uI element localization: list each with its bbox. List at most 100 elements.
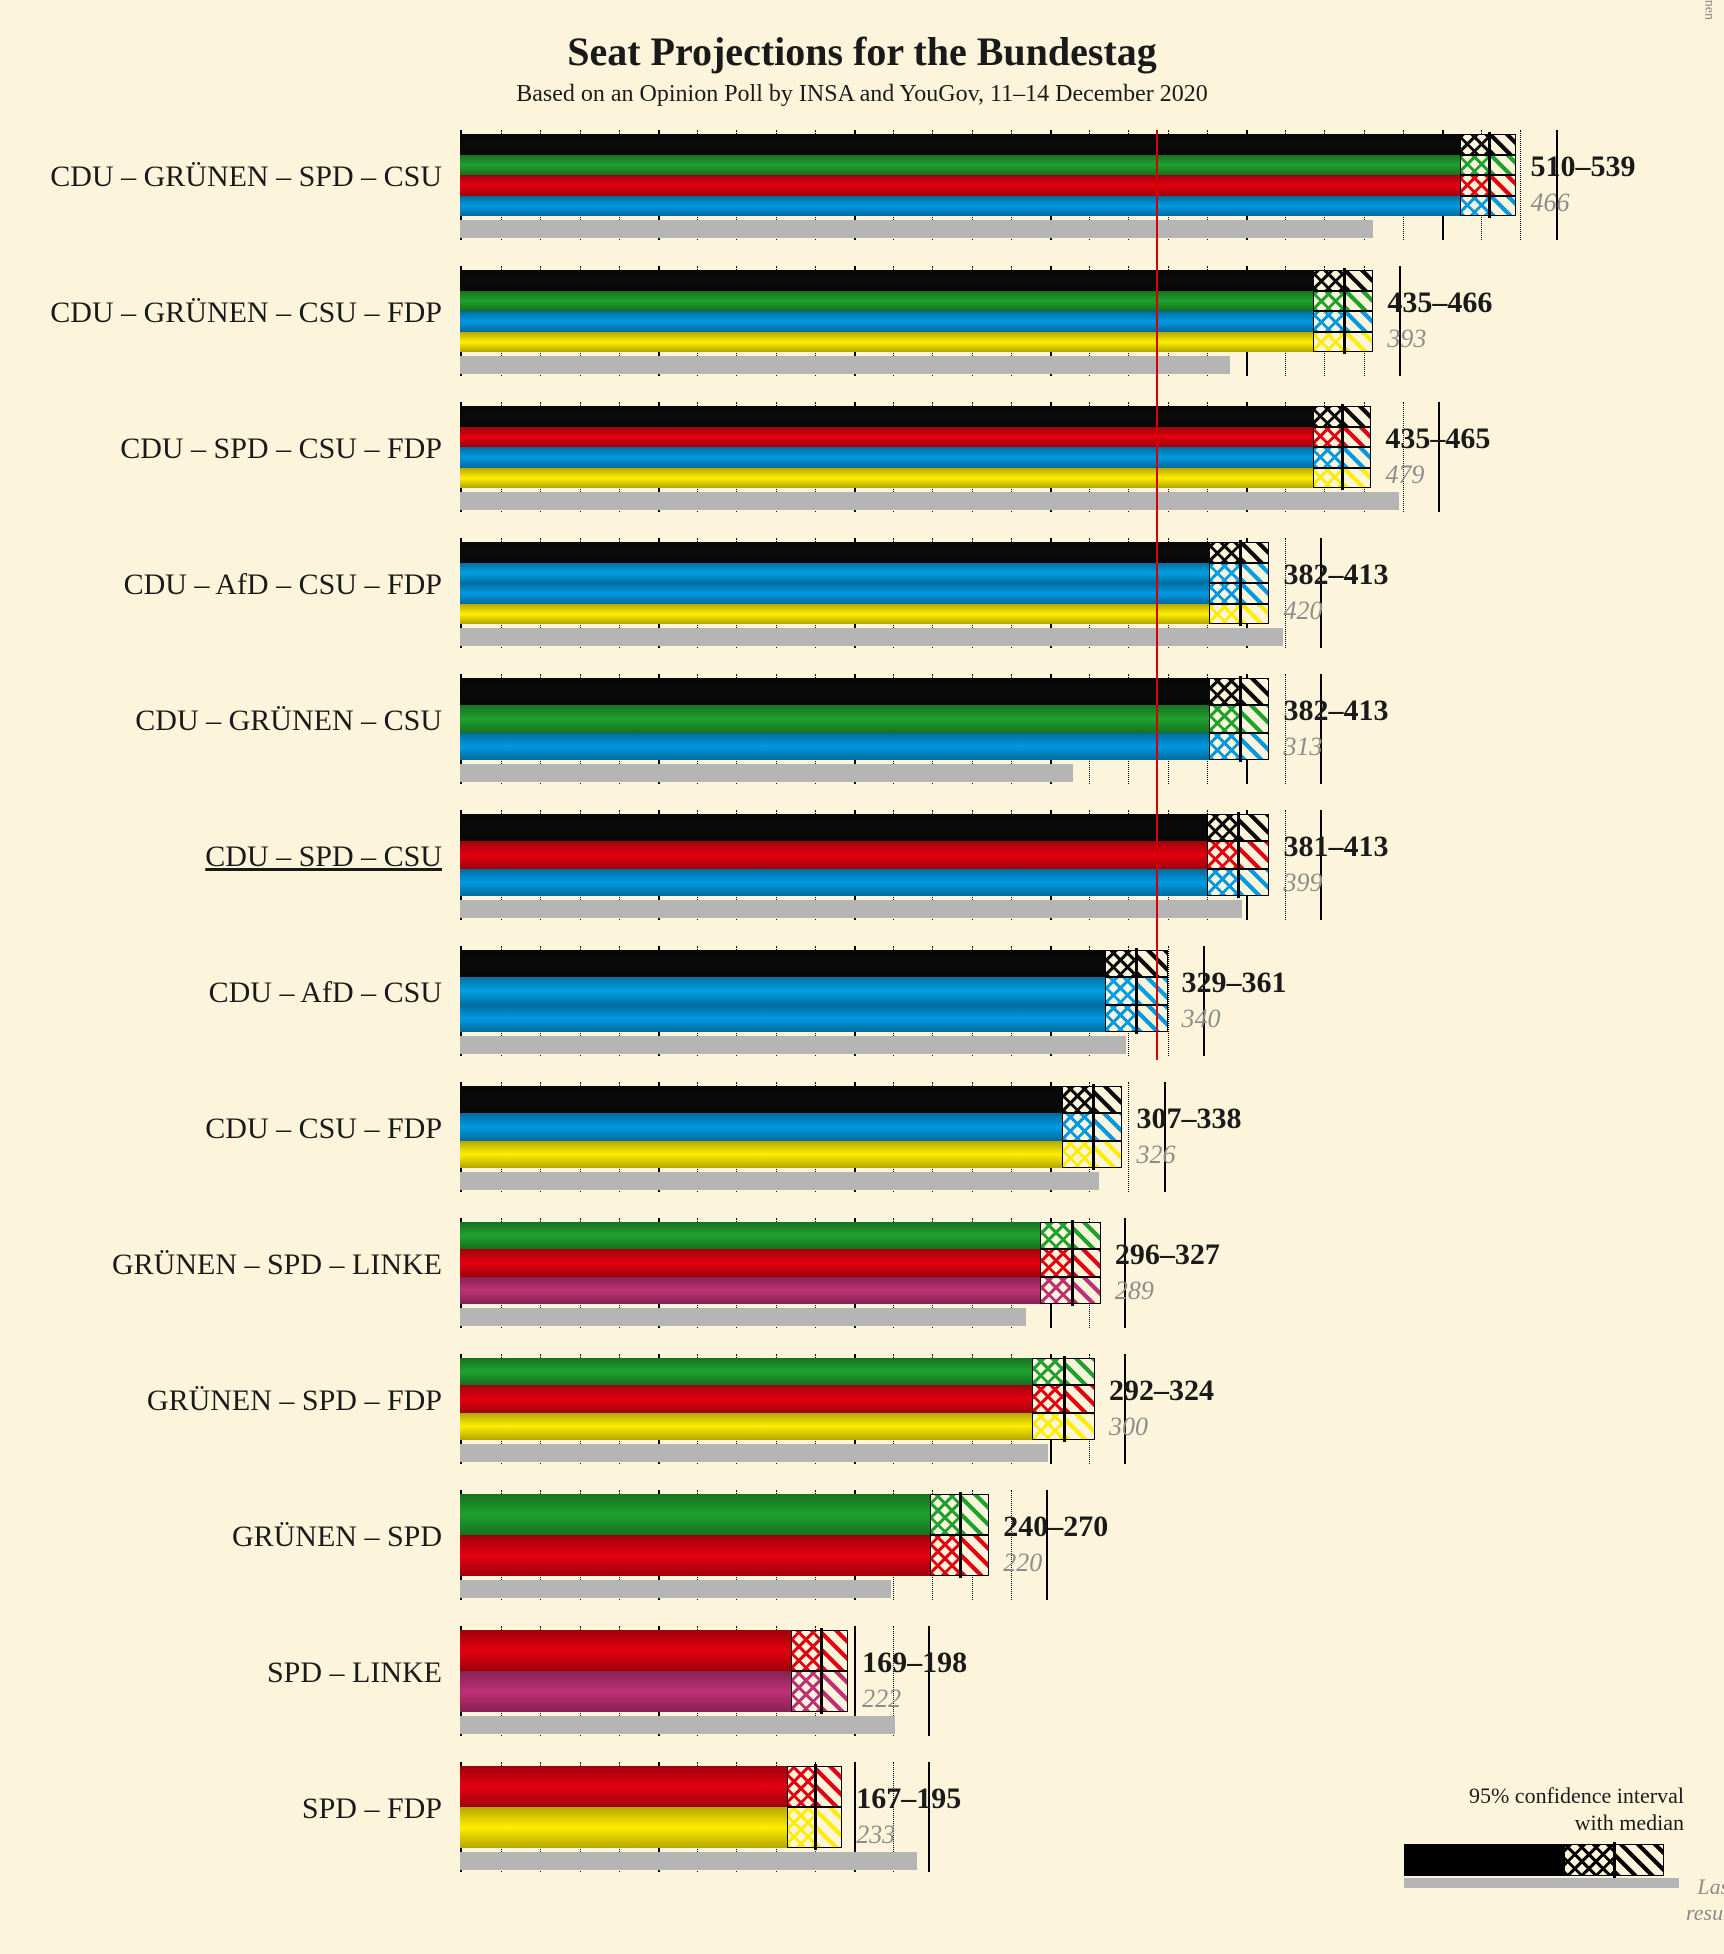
coalition-row: GRÜNEN – SPD – FDP292–324300 [460,1354,1660,1482]
last-result-label: 340 [1182,1004,1221,1034]
last-result-bar [460,628,1283,646]
last-result-bar [460,1308,1026,1326]
range-label: 382–413 [1283,694,1388,728]
legend-ci-text: 95% confidence interval with median [1404,1783,1684,1836]
median-tick [959,1492,962,1578]
last-result-label: 420 [1283,596,1322,626]
range-label: 435–466 [1387,286,1492,320]
coalition-row: CDU – SPD – CSU381–413399 [460,810,1660,938]
median-tick [814,1764,817,1850]
seat-bar [460,1630,791,1712]
seat-bar [460,950,1105,1032]
last-result-bar [460,1172,1099,1190]
median-tick [1341,404,1344,490]
coalition-label: CDU – SPD – CSU – FDP [120,432,442,466]
range-label: 167–195 [856,1782,961,1816]
coalition-label: CDU – SPD – CSU [205,840,442,874]
coalition-row: CDU – AfD – CSU329–361340 [460,946,1660,1074]
coalition-label: SPD – LINKE [267,1656,442,1690]
range-label: 510–539 [1530,150,1635,184]
coalition-row: CDU – GRÜNEN – CSU – FDP435–466393 [460,266,1660,394]
median-tick [1071,1220,1074,1306]
last-result-label: 313 [1283,732,1322,762]
range-label: 307–338 [1136,1102,1241,1136]
last-result-label: 326 [1136,1140,1175,1170]
legend-line1: 95% confidence interval [1469,1783,1684,1808]
median-tick [1239,540,1242,626]
median-tick [820,1628,823,1714]
last-result-label: 300 [1109,1412,1148,1442]
legend-bars: Last result [1404,1844,1684,1894]
seat-bar [460,1494,930,1576]
median-tick [1237,812,1240,898]
last-result-label: 393 [1387,324,1426,354]
legend-solid-bar [1404,1844,1564,1876]
legend-diag-hatch [1614,1844,1664,1876]
last-result-bar [460,1444,1048,1462]
coalition-row: GRÜNEN – SPD240–270220 [460,1490,1660,1618]
seat-bar [460,1358,1032,1440]
last-result-bar [460,492,1399,510]
coalition-label: CDU – GRÜNEN – CSU [135,704,442,738]
range-label: 240–270 [1003,1510,1108,1544]
coalition-row: CDU – GRÜNEN – CSU382–413313 [460,674,1660,802]
last-result-label: 289 [1115,1276,1154,1306]
seat-bar [460,1222,1040,1304]
legend-line2: with median [1575,1810,1684,1835]
legend-last-text: Last result [1686,1874,1724,1926]
last-result-bar [460,1852,917,1870]
last-result-label: 220 [1003,1548,1042,1578]
last-result-bar [460,1716,895,1734]
last-result-label: 233 [856,1820,895,1850]
last-result-bar [460,764,1073,782]
coalition-row: SPD – LINKE169–198222 [460,1626,1660,1754]
last-result-bar [460,356,1230,374]
median-tick [1135,948,1138,1034]
coalition-label: CDU – AfD – CSU [209,976,442,1010]
seat-bar [460,1766,787,1848]
seat-bar [460,814,1207,896]
coalition-label: CDU – GRÜNEN – CSU – FDP [50,296,442,330]
range-label: 435–465 [1385,422,1490,456]
copyright: © 2021 Filip van Laenen [1700,0,1716,20]
chart-title: Seat Projections for the Bundestag [0,0,1724,75]
last-result-bar [460,220,1373,238]
median-tick [1239,676,1242,762]
seat-bar [460,134,1460,216]
median-tick [1488,132,1491,218]
seat-bar [460,1086,1062,1168]
coalition-label: CDU – AfD – CSU – FDP [124,568,442,602]
majority-threshold-line [1156,130,1158,1060]
range-label: 381–413 [1283,830,1388,864]
seat-bar [460,406,1313,488]
seat-bar [460,678,1209,760]
coalition-label: GRÜNEN – SPD – FDP [147,1384,442,1418]
coalition-row: CDU – SPD – CSU – FDP435–465479 [460,402,1660,530]
coalition-row: CDU – AfD – CSU – FDP382–413420 [460,538,1660,666]
last-result-bar [460,900,1242,918]
last-result-label: 399 [1283,868,1322,898]
range-label: 329–361 [1182,966,1287,1000]
median-tick [1343,268,1346,354]
coalition-label: GRÜNEN – SPD [232,1520,442,1554]
coalition-label: CDU – CSU – FDP [205,1112,442,1146]
range-label: 292–324 [1109,1374,1214,1408]
range-label: 169–198 [862,1646,967,1680]
legend-last-bar [1404,1878,1679,1888]
seat-bar [460,270,1313,352]
legend-cross-hatch [1564,1844,1614,1876]
chart-subtitle: Based on an Opinion Poll by INSA and You… [0,81,1724,108]
median-tick [1063,1356,1066,1442]
last-result-label: 466 [1530,188,1569,218]
seat-bar [460,542,1209,624]
last-result-label: 222 [862,1684,901,1714]
coalition-row: GRÜNEN – SPD – LINKE296–327289 [460,1218,1660,1346]
range-label: 296–327 [1115,1238,1220,1272]
range-label: 382–413 [1283,558,1388,592]
last-result-bar [460,1580,891,1598]
coalition-label: CDU – GRÜNEN – SPD – CSU [50,160,442,194]
legend: 95% confidence interval with median Last… [1404,1783,1684,1894]
coalition-row: CDU – GRÜNEN – SPD – CSU510–539466 [460,130,1660,258]
chart-area: CDU – GRÜNEN – SPD – CSU510–539466CDU – … [460,130,1660,1898]
coalition-row: CDU – CSU – FDP307–338326 [460,1082,1660,1210]
